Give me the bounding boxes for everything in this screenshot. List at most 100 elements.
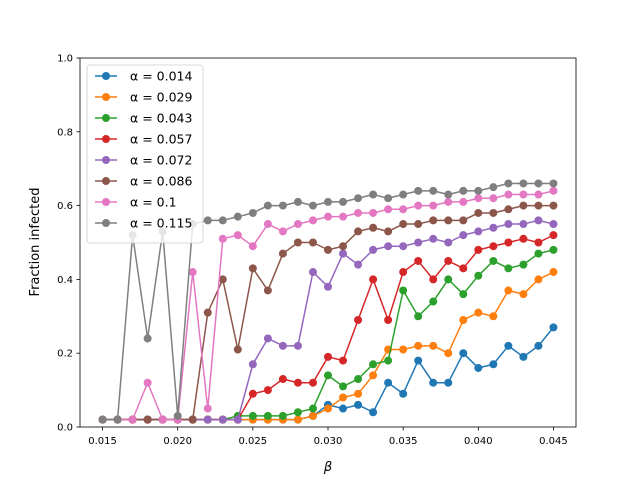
legend-marker [102, 93, 110, 101]
data-point [549, 323, 558, 332]
data-point [339, 212, 348, 221]
data-point [444, 197, 453, 206]
data-point [534, 179, 543, 188]
legend-marker [102, 177, 110, 185]
data-point [384, 205, 393, 214]
data-point [549, 231, 558, 240]
data-point [534, 249, 543, 258]
data-point [384, 194, 393, 203]
y-tick-label: 0.8 [57, 127, 73, 138]
data-point [233, 212, 242, 221]
legend-item: α = 0.043 [95, 111, 192, 126]
legend-label: α = 0.072 [130, 153, 192, 168]
data-point [519, 352, 528, 361]
legend-item: α = 0.014 [95, 69, 192, 84]
data-point [203, 216, 212, 225]
data-point [534, 201, 543, 210]
data-point [414, 312, 423, 321]
data-point [429, 234, 438, 243]
legend-label: α = 0.115 [130, 216, 192, 231]
data-point [233, 231, 242, 240]
y-tick-label: 1.0 [57, 54, 73, 65]
data-point [143, 334, 152, 343]
data-point [278, 411, 287, 420]
data-point [354, 260, 363, 269]
data-point [399, 268, 408, 277]
data-point [324, 212, 332, 221]
data-point [324, 352, 332, 361]
data-point [384, 315, 393, 324]
data-point [324, 282, 332, 291]
data-point [474, 245, 483, 254]
data-point [444, 275, 453, 284]
data-point [459, 197, 468, 206]
data-point [278, 201, 287, 210]
data-point [504, 220, 513, 229]
legend-item: α = 0.057 [95, 132, 192, 147]
data-point [339, 382, 348, 391]
data-point [519, 290, 528, 299]
data-point [474, 186, 483, 195]
data-point [339, 242, 348, 251]
legend-marker [102, 198, 110, 206]
data-point [534, 341, 543, 350]
y-axis-label: Fraction infected [28, 188, 43, 297]
data-point [519, 179, 528, 188]
x-tick-label: 0.030 [314, 436, 343, 447]
data-point [489, 242, 498, 251]
data-point [474, 271, 483, 280]
data-point [519, 220, 528, 229]
data-point [248, 389, 257, 398]
data-point [369, 371, 378, 380]
data-point [444, 238, 453, 247]
legend-item: α = 0.115 [95, 216, 192, 231]
data-point [519, 190, 528, 199]
data-point [384, 242, 393, 251]
data-point [504, 264, 513, 273]
data-point [324, 404, 332, 413]
data-point [429, 341, 438, 350]
series-layer [98, 179, 558, 424]
data-point [308, 268, 317, 277]
data-point [369, 275, 378, 284]
data-point [489, 360, 498, 369]
data-point [339, 249, 348, 258]
x-tick-label: 0.045 [539, 436, 568, 447]
data-point [293, 341, 302, 350]
data-point [549, 220, 558, 229]
data-point [549, 179, 558, 188]
data-point [489, 208, 498, 217]
data-point [369, 190, 378, 199]
data-point [444, 256, 453, 265]
data-point [489, 312, 498, 321]
data-point [278, 341, 287, 350]
data-point [248, 411, 257, 420]
x-axis-label: β [323, 460, 332, 475]
data-point [534, 190, 543, 199]
data-point [459, 290, 468, 299]
data-point [113, 415, 122, 424]
legend-label: α = 0.057 [130, 132, 192, 147]
legend-label: α = 0.029 [130, 90, 192, 105]
data-point [354, 194, 363, 203]
data-point [308, 411, 317, 420]
data-point [308, 378, 317, 387]
data-point [263, 386, 272, 395]
data-point [534, 238, 543, 247]
data-point [233, 415, 242, 424]
legend-item: α = 0.072 [95, 153, 192, 168]
data-point [354, 227, 363, 236]
legend-marker [102, 72, 110, 80]
data-point [263, 411, 272, 420]
data-point [339, 197, 348, 206]
legend-marker [102, 156, 110, 164]
axes-layer: 0.015 0.020 0.025 0.030 0.035 0.040 0.045 0.0 0.… [57, 54, 577, 447]
legend-marker [102, 135, 110, 143]
data-point [293, 415, 302, 424]
data-point [293, 408, 302, 417]
data-point [474, 208, 483, 217]
data-point [459, 349, 468, 358]
data-point [444, 349, 453, 358]
data-point [459, 231, 468, 240]
